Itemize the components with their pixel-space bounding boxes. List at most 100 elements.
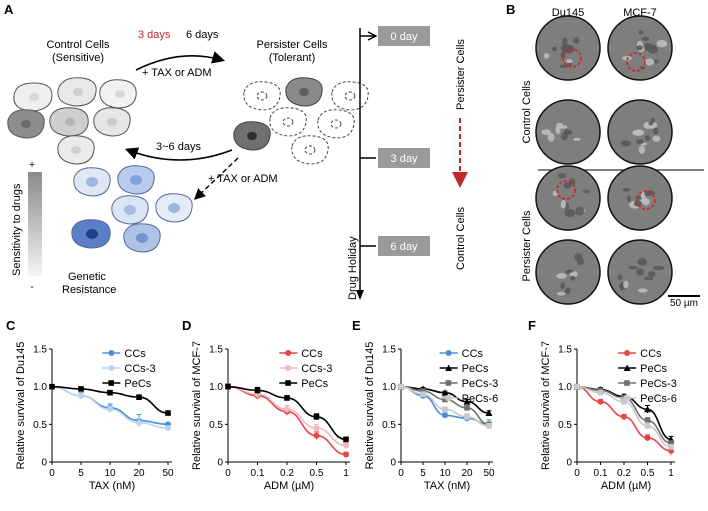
y-tick-label: 0 — [41, 458, 47, 469]
data-point — [107, 389, 113, 396]
data-point — [463, 398, 471, 405]
series-pecs — [49, 383, 171, 416]
data-point — [165, 410, 171, 416]
x-tick-label: 0 — [225, 468, 231, 479]
top-arrow — [135, 51, 226, 71]
data-point — [597, 389, 604, 396]
y-axis-label: Relative survival of Du145 — [15, 342, 27, 470]
panel-label-e: E — [352, 318, 361, 333]
x-tick-label: 1 — [343, 468, 349, 479]
x-tick-label: 50 — [483, 468, 495, 479]
control-subtitle: (Sensitive) — [52, 52, 104, 64]
series-pecs — [225, 383, 349, 443]
x-tick-label: 0.2 — [617, 468, 631, 479]
legend-label: CCs-3 — [124, 363, 155, 375]
y-axis-label: Relative survival of MCF-7 — [540, 341, 552, 470]
microscopy-row-control: Control Cells — [521, 80, 533, 143]
legend-label: CCs — [640, 348, 662, 360]
persister-cells — [243, 81, 369, 165]
data-point — [464, 414, 470, 420]
data-point — [136, 394, 142, 401]
day0-arrow — [367, 31, 378, 41]
microscopy-image — [607, 165, 673, 231]
legend-entry: PeCs — [279, 378, 329, 390]
legend-label: PeCs — [640, 363, 667, 375]
panel-label-b: B — [506, 2, 515, 17]
series-pecs-6 — [574, 383, 674, 450]
drug-top-label: + TAX or ADM — [142, 67, 212, 79]
y-tick-label: 0.5 — [558, 420, 572, 431]
data-point — [441, 389, 449, 396]
data-point — [49, 383, 55, 390]
microscopy-col-du145: Du145 — [552, 7, 584, 19]
microscopy-image — [607, 239, 673, 305]
day3-label: 3 day — [391, 153, 418, 165]
x-tick-label: 10 — [439, 468, 451, 479]
panel-label-a: A — [4, 2, 14, 17]
panel-label-d: D — [182, 318, 191, 333]
highlight-circle — [636, 190, 656, 210]
timeline-control-label: Control Cells — [455, 207, 467, 270]
persister-subtitle: (Tolerant) — [269, 52, 315, 64]
x-tick-label: 0 — [49, 468, 55, 479]
sensitivity-gradient-bar — [28, 172, 42, 276]
series-ccs — [225, 383, 349, 458]
legend-label: CCs-3 — [301, 363, 332, 375]
microscopy-image — [535, 99, 601, 165]
data-point — [398, 383, 404, 390]
timeline-arrowhead — [356, 290, 364, 300]
days-3-6-label: 3~6 days — [156, 141, 201, 153]
panel-label-f: F — [528, 318, 536, 333]
data-point — [313, 432, 320, 439]
y-tick-label: 1.0 — [209, 382, 223, 393]
legend-entry: CCs-3 — [102, 363, 156, 375]
highlight-circle — [626, 52, 646, 72]
legend-label: PeCs-6 — [462, 393, 499, 405]
y-tick-label: 1.0 — [558, 382, 572, 393]
x-tick-label: 20 — [461, 468, 473, 479]
y-tick-label: 1.0 — [33, 382, 47, 393]
legend-entry: CCs-3 — [279, 363, 332, 375]
series-ccs-3 — [225, 383, 349, 449]
data-point — [644, 434, 651, 441]
legend-entry: PeCs-3 — [618, 378, 677, 390]
x-tick-label: 20 — [133, 468, 145, 479]
legend-entry: PeCs-6 — [439, 393, 499, 405]
chart-f: F 0 0.5 1.0 1.5 0 0.1 0.2 0.5 1 ADM (µM) Relative s… — [528, 318, 677, 492]
y-tick-label: 1.5 — [382, 345, 396, 356]
data-point — [165, 425, 171, 432]
timeline-persister-label: Persister Cells — [455, 39, 467, 110]
x-axis-label: ADM (µM) — [264, 480, 314, 492]
x-tick-label: 1 — [668, 468, 674, 479]
y-tick-label: 0.5 — [33, 420, 47, 431]
scale-bar-label: 50 µm — [670, 298, 698, 309]
data-point — [621, 413, 627, 420]
x-tick-label: 0.1 — [251, 468, 265, 479]
x-tick-label: 5 — [420, 468, 426, 479]
legend-label: CCs — [124, 348, 146, 360]
legend-entry: PeCs-3 — [439, 378, 499, 390]
resistant-cells — [71, 165, 193, 253]
microscopy-image — [535, 165, 601, 231]
y-tick-label: 0.5 — [382, 420, 396, 431]
day0-label: 0 day — [391, 31, 418, 43]
data-point — [284, 395, 290, 401]
drug-bottom-label: + TAX or ADM — [208, 173, 278, 185]
legend-entry: PeCs — [102, 378, 152, 390]
x-axis-label: TAX (nM) — [89, 480, 135, 492]
chart-c: C 0 0.5 1.0 1.5 0 5 10 20 50 TAX (nM) Relative surv… — [6, 318, 174, 492]
data-point — [485, 409, 493, 417]
data-point — [78, 392, 84, 399]
data-point — [464, 404, 470, 411]
persister-title: Persister Cells — [257, 39, 328, 51]
legend-label: PeCs-3 — [462, 378, 499, 390]
data-point — [420, 391, 426, 397]
microscopy-col-mcf7: MCF-7 — [623, 7, 657, 19]
x-tick-label: 0.5 — [641, 468, 655, 479]
genetic-label: Genetic — [68, 271, 106, 283]
sensitivity-minus: - — [30, 282, 33, 293]
legend-label: PeCs-6 — [640, 393, 677, 405]
legend-label: PeCs — [462, 363, 489, 375]
panel-label-c: C — [6, 318, 16, 333]
x-tick-label: 0 — [398, 468, 404, 479]
